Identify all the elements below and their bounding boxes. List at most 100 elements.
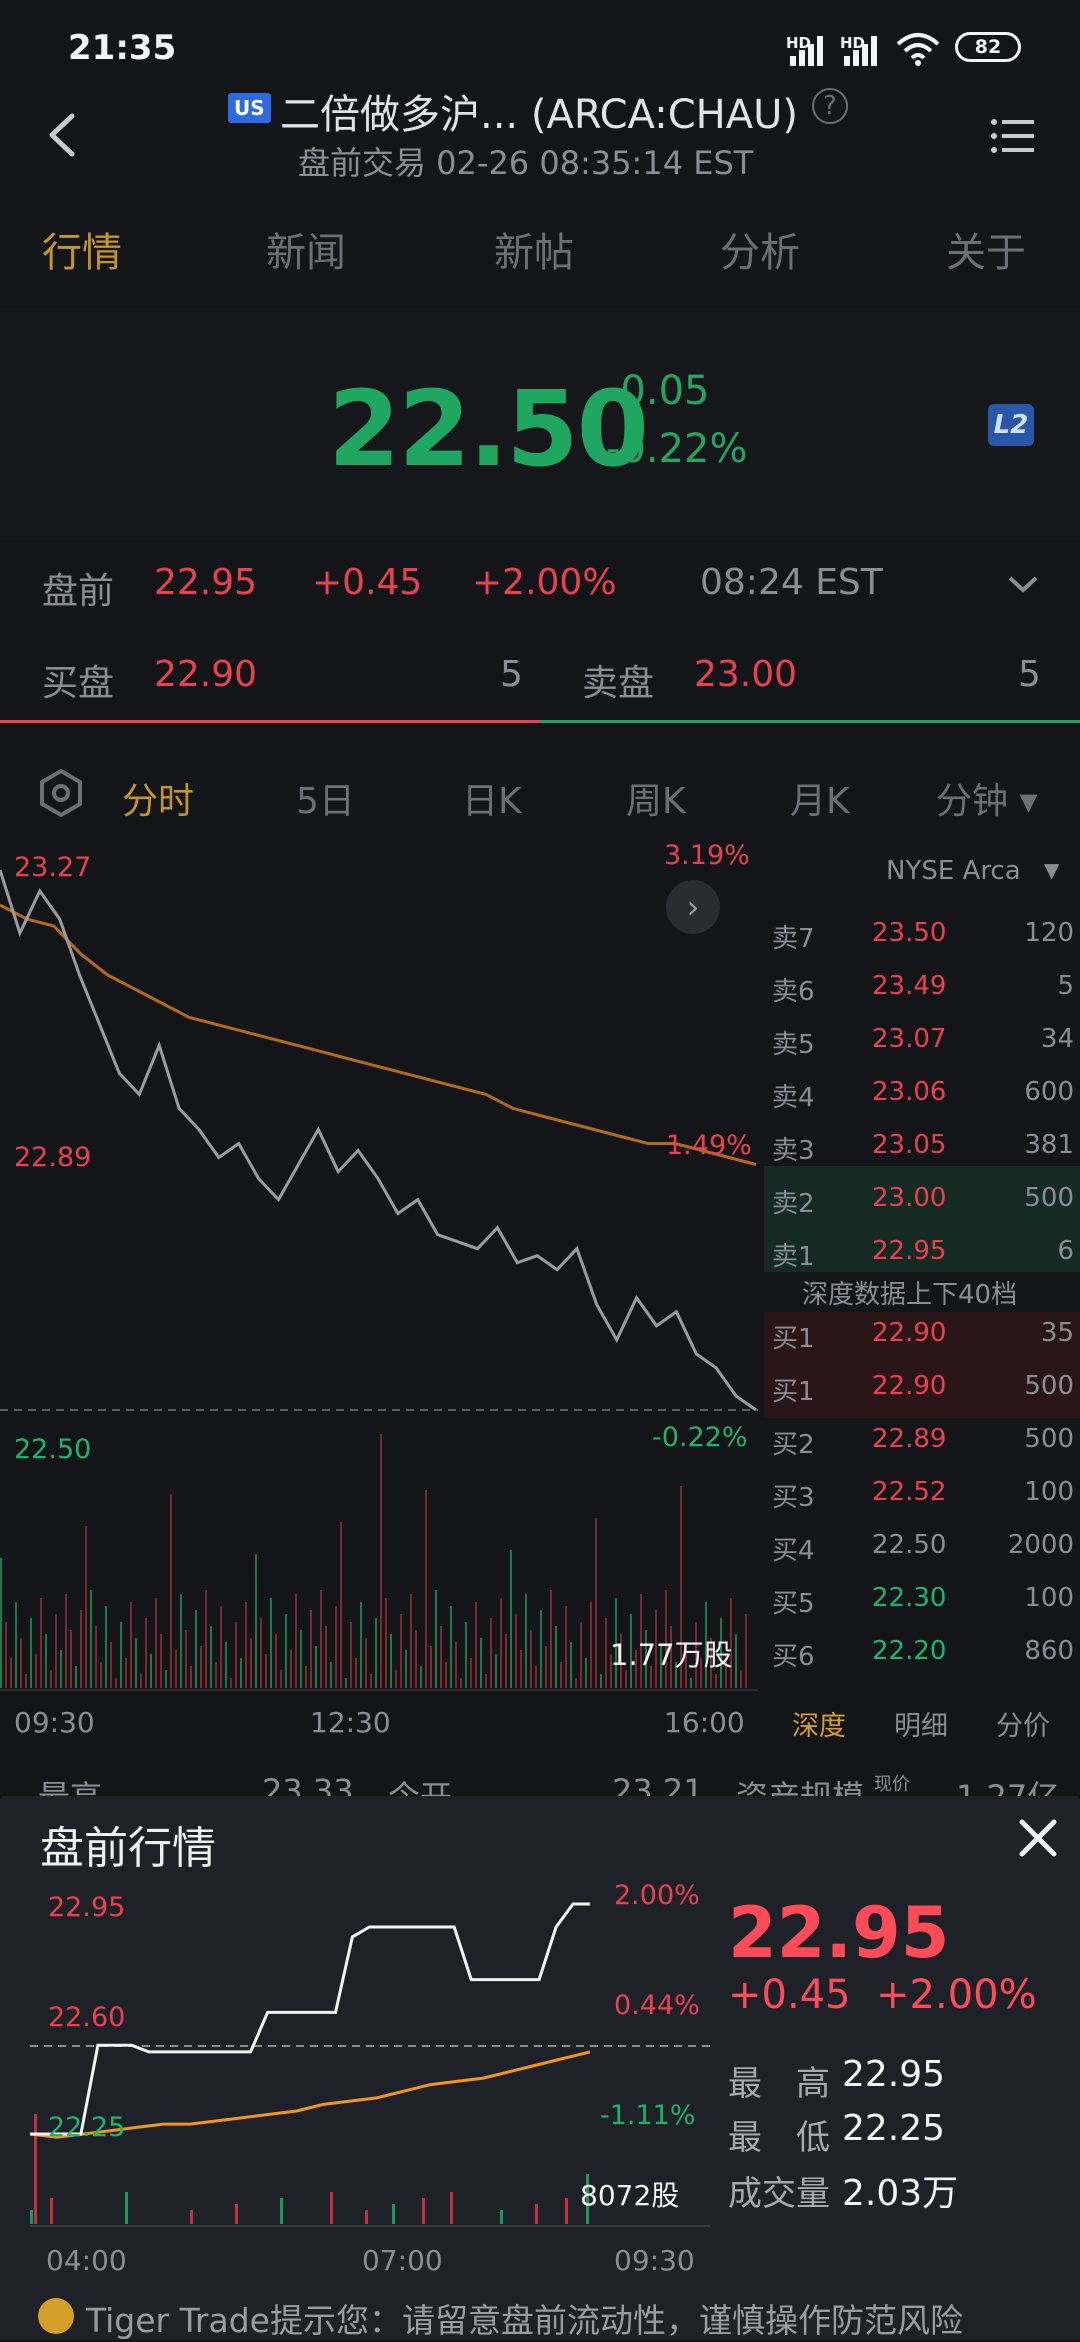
volume-bar — [95, 1626, 97, 1688]
volume-bar — [270, 1598, 272, 1688]
orderbook-tab-price[interactable]: 分价 — [996, 1711, 1050, 1742]
tab-analysis[interactable]: 分析 — [720, 230, 800, 276]
ask-level-label: 卖6 — [772, 977, 815, 1007]
volume-bar — [365, 1638, 367, 1688]
volume-bar — [55, 1614, 57, 1688]
tab-quote[interactable]: 行情 — [42, 230, 122, 276]
bid-level-volume: 2000 — [1007, 1530, 1074, 1560]
premarket-sheet — [0, 1796, 1080, 2340]
tab-about[interactable]: 关于 — [946, 230, 1026, 276]
bid-level-label: 买6 — [772, 1642, 815, 1672]
volume-bar — [540, 1610, 542, 1688]
level2-badge[interactable]: L2 — [988, 404, 1034, 446]
volume-bar — [10, 1658, 12, 1688]
chart-tab-weekly[interactable]: 周K — [626, 781, 686, 822]
volume-bar — [590, 1602, 592, 1688]
volume-bar — [335, 1606, 337, 1688]
volume-bar — [375, 1618, 377, 1688]
volume-bar — [220, 1606, 222, 1688]
bid-level-volume: 500 — [1024, 1424, 1074, 1454]
intraday-chart[interactable] — [0, 850, 760, 1696]
volume-bar — [170, 1494, 172, 1688]
premarket-volume-bar — [235, 2204, 238, 2224]
chart-tab-minute[interactable]: 分钟 ▾ — [936, 781, 1038, 822]
price-area — [0, 308, 1080, 540]
volume-bar — [240, 1658, 242, 1688]
chart-pct-high: 3.19% — [664, 840, 750, 871]
help-icon[interactable]: ? — [812, 88, 848, 124]
ask-level-label: 卖7 — [772, 924, 815, 954]
ask-level-label: 卖4 — [772, 1083, 815, 1113]
volume-bar — [210, 1626, 212, 1688]
chart-tab-intraday[interactable]: 分时 — [122, 781, 195, 822]
volume-bar — [65, 1594, 67, 1688]
orderbook-tab-detail[interactable]: 明细 — [894, 1711, 948, 1742]
exchange-label[interactable]: NYSE Arca — [886, 856, 1021, 886]
volume-bar — [530, 1630, 532, 1688]
volume-bar — [340, 1522, 342, 1688]
volume-bar — [495, 1654, 497, 1688]
chart-tab-daily[interactable]: 日K — [462, 781, 522, 822]
volume-bar — [110, 1642, 112, 1688]
pm-y-mid: 22.60 — [48, 2002, 126, 2033]
cell-signal-icon — [790, 34, 830, 66]
bid-level-volume: 500 — [1024, 1371, 1074, 1401]
volume-bar — [535, 1666, 537, 1688]
pm-y-low: 22.25 — [48, 2112, 126, 2143]
pm-low-value: 22.25 — [842, 2108, 946, 2149]
pm-volume-text-label: 成交量 — [728, 2174, 830, 2214]
volume-bar — [525, 1594, 527, 1688]
pm-pct-high: 2.00% — [614, 1880, 700, 1911]
bid-level-label: 买2 — [772, 1430, 815, 1460]
chart-tab-5day[interactable]: 5日 — [296, 781, 355, 822]
volume-bar — [475, 1602, 477, 1688]
volume-bar — [620, 1634, 622, 1688]
menu-icon[interactable] — [990, 116, 1036, 156]
volume-bar — [310, 1610, 312, 1688]
bid-level-price: 22.89 — [872, 1424, 947, 1454]
volume-bar — [405, 1650, 407, 1688]
volume-bar — [560, 1662, 562, 1688]
price-change: -0.05 — [606, 368, 710, 414]
ask-level-volume: 34 — [1040, 1024, 1074, 1054]
bid-level-volume: 860 — [1024, 1636, 1074, 1666]
volume-bar — [660, 1646, 662, 1688]
bid-level-volume: 100 — [1024, 1583, 1074, 1613]
volume-bar — [565, 1606, 567, 1688]
bid-level-price: 22.20 — [872, 1636, 947, 1666]
tab-news[interactable]: 新闻 — [266, 230, 346, 276]
volume-bar — [40, 1598, 42, 1688]
volume-bar — [75, 1666, 77, 1688]
volume-bar — [605, 1618, 607, 1688]
premarket-price: 22.95 — [154, 562, 258, 603]
pm-x-axis-label: 04:00 — [46, 2244, 127, 2277]
premarket-chart[interactable] — [30, 1880, 710, 2240]
volume-bar — [595, 1518, 597, 1688]
hexagon-settings-icon[interactable] — [38, 768, 84, 818]
triangle-down-icon[interactable]: ▼ — [1044, 858, 1060, 882]
depth-note: 深度数据上下40档 — [802, 1280, 1018, 1310]
back-icon[interactable] — [38, 108, 88, 162]
chart-tab-monthly[interactable]: 月K — [790, 781, 850, 822]
volume-bar — [145, 1618, 147, 1688]
premarket-volume-bar — [586, 2174, 589, 2224]
page-title[interactable]: 二倍做多沪... (ARCA:CHAU) — [280, 92, 798, 138]
volume-bar — [175, 1650, 177, 1688]
volume-bar — [5, 1622, 7, 1688]
ask-level-volume: 5 — [1057, 971, 1074, 1001]
volume-bar — [670, 1626, 672, 1688]
volume-bar — [330, 1662, 332, 1688]
premarket-volume-bar — [565, 2198, 568, 2224]
orderbook-tab-depth[interactable]: 深度 — [792, 1711, 846, 1742]
close-icon[interactable] — [1016, 1816, 1060, 1860]
chevron-down-icon[interactable] — [1006, 572, 1040, 596]
volume-bar — [700, 1658, 702, 1688]
x-axis-label: 16:00 — [664, 1706, 745, 1739]
chevron-right-icon[interactable]: › — [666, 880, 720, 934]
tab-posts[interactable]: 新帖 — [494, 230, 574, 276]
volume-bar — [25, 1674, 27, 1688]
ask-volume: 5 — [1018, 654, 1041, 695]
volume-bar — [665, 1590, 667, 1688]
ask-level-label: 卖3 — [772, 1136, 815, 1166]
volume-bar — [195, 1610, 197, 1688]
